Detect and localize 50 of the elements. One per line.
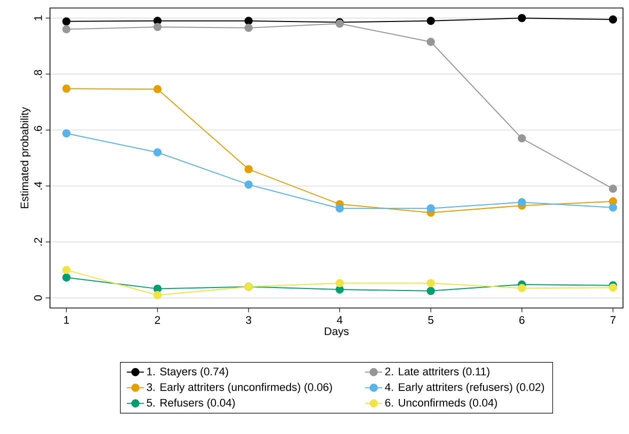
point (608, 203, 618, 212)
y-tick-label: 0 (34, 295, 42, 301)
point (62, 25, 70, 34)
point (336, 204, 344, 212)
point (426, 16, 435, 25)
point (518, 284, 526, 292)
point (244, 180, 253, 189)
x-tick-label: 4 (336, 316, 342, 324)
legend-label: 3. Early attriters (unconfirmeds) (0.06) (146, 382, 332, 394)
point (608, 15, 618, 24)
point (153, 291, 162, 300)
point (244, 165, 253, 174)
point (426, 278, 435, 288)
x-axis-title: Days (324, 327, 349, 338)
x-tick-label: 6 (519, 316, 524, 324)
legend-label: 1. Stayers (0.74) (147, 367, 228, 378)
legend-label: 6. Unconfirmeds (0.04) (385, 398, 497, 409)
y-axis-title: Estimated probability (20, 107, 31, 208)
point (518, 14, 526, 22)
point (62, 129, 70, 138)
point (153, 85, 162, 94)
x-tick-label: 2 (154, 316, 160, 324)
legend-label: 4. Early attriters (refusers) (0.02) (384, 382, 544, 394)
legend-label: 5. Refusers (0.04) (146, 398, 235, 409)
point (153, 22, 162, 32)
point (426, 286, 435, 296)
y-tick-label: 1 (34, 16, 42, 20)
point (518, 198, 526, 206)
point (62, 266, 70, 274)
point (608, 184, 618, 193)
point (608, 283, 618, 292)
point (336, 278, 344, 288)
x-tick-label: 1 (64, 316, 69, 324)
point (62, 17, 70, 26)
y-tick-label: .8 (34, 70, 42, 78)
legend-label: 2. Late attriters (0.11) (385, 367, 490, 378)
x-tick-label: 7 (610, 316, 616, 324)
point (62, 273, 70, 282)
point (426, 38, 435, 46)
point (244, 16, 253, 25)
y-tick-label: .2 (34, 238, 42, 246)
point (426, 204, 435, 212)
y-tick-label: .6 (34, 126, 42, 134)
point (518, 134, 526, 143)
point (244, 24, 253, 32)
x-tick-label: 5 (428, 316, 434, 324)
point (62, 84, 70, 93)
point (153, 148, 162, 156)
y-tick-label: .4 (34, 182, 42, 190)
x-tick-label: 3 (246, 316, 252, 324)
